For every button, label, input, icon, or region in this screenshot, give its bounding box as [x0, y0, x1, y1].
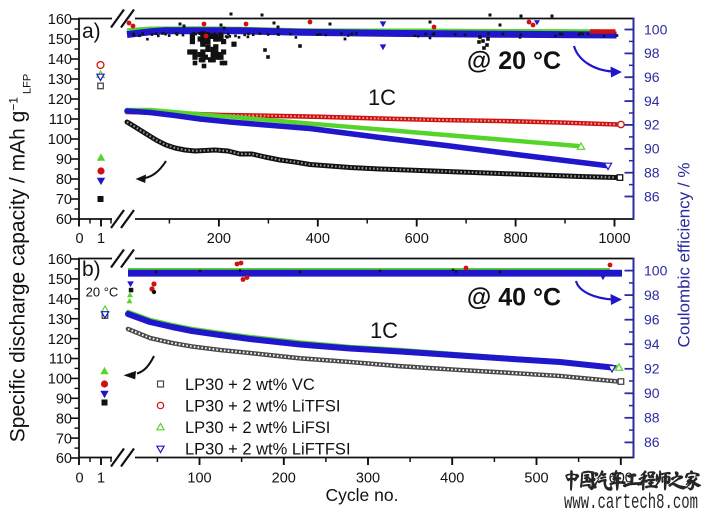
- svg-text:0: 0: [75, 231, 83, 247]
- svg-text:b): b): [82, 258, 101, 281]
- svg-text:0: 0: [75, 471, 83, 487]
- svg-text:88: 88: [644, 164, 660, 180]
- svg-text:92: 92: [644, 117, 660, 133]
- svg-text:200: 200: [207, 231, 231, 247]
- svg-text:150: 150: [48, 272, 72, 288]
- svg-text:70: 70: [56, 431, 72, 447]
- svg-text:a): a): [82, 20, 101, 43]
- svg-text:400: 400: [306, 231, 330, 247]
- svg-text:100: 100: [644, 21, 668, 37]
- svg-text:120: 120: [48, 332, 72, 348]
- svg-text:130: 130: [48, 72, 72, 88]
- svg-text:20 °C: 20 °C: [86, 285, 119, 300]
- svg-text:600: 600: [405, 231, 429, 247]
- svg-text:1: 1: [97, 231, 105, 247]
- svg-text:60: 60: [56, 212, 72, 228]
- svg-text:100: 100: [187, 471, 211, 487]
- svg-text:www.cartech8.com: www.cartech8.com: [564, 492, 698, 515]
- svg-text:140: 140: [48, 292, 72, 308]
- svg-text:200: 200: [272, 471, 296, 487]
- svg-text:1: 1: [97, 471, 105, 487]
- svg-text:160: 160: [48, 252, 72, 268]
- svg-text:160: 160: [48, 12, 72, 28]
- svg-text:800: 800: [503, 231, 527, 247]
- svg-text:96: 96: [644, 69, 660, 85]
- svg-text:500: 500: [524, 471, 548, 487]
- svg-text:86: 86: [644, 188, 660, 204]
- svg-text:100: 100: [48, 372, 72, 388]
- svg-text:1000: 1000: [598, 231, 630, 247]
- svg-text:100: 100: [644, 262, 668, 278]
- svg-text:92: 92: [644, 361, 660, 377]
- svg-text:98: 98: [644, 45, 660, 61]
- svg-text:LP30 + 2 wt% LiTFSI: LP30 + 2 wt% LiTFSI: [185, 398, 340, 416]
- svg-text:80: 80: [56, 172, 72, 188]
- svg-text:110: 110: [49, 352, 72, 368]
- svg-text:110: 110: [49, 112, 72, 128]
- svg-text:94: 94: [644, 93, 660, 109]
- svg-text:400: 400: [440, 471, 464, 487]
- svg-text:150: 150: [48, 32, 72, 48]
- svg-text:@ 20 °C: @ 20 °C: [467, 47, 561, 75]
- svg-text:Coulombic efficiency / %: Coulombic efficiency / %: [675, 163, 694, 348]
- svg-text:60: 60: [56, 451, 72, 467]
- svg-text:Specific discharge capacity /: Specific discharge capacity / mAh g−1 LF…: [7, 74, 34, 442]
- svg-text:100: 100: [48, 132, 72, 148]
- svg-text:88: 88: [644, 410, 660, 426]
- svg-text:LP30 + 2 wt% VC: LP30 + 2 wt% VC: [185, 376, 315, 394]
- svg-text:1C: 1C: [368, 85, 396, 110]
- svg-text:94: 94: [644, 336, 660, 352]
- svg-text:90: 90: [644, 385, 660, 401]
- svg-text:80: 80: [56, 411, 72, 427]
- svg-text:90: 90: [56, 392, 72, 408]
- svg-text:90: 90: [644, 141, 660, 157]
- svg-text:140: 140: [48, 52, 72, 68]
- svg-text:98: 98: [644, 287, 660, 303]
- svg-text:LP30 + 2 wt% LiFSI: LP30 + 2 wt% LiFSI: [185, 419, 330, 437]
- svg-text:90: 90: [56, 152, 72, 168]
- svg-text:130: 130: [48, 312, 72, 328]
- svg-text:70: 70: [56, 192, 72, 208]
- svg-text:LP30 + 2 wt% LiFTFSI: LP30 + 2 wt% LiFTFSI: [185, 441, 351, 459]
- svg-text:96: 96: [644, 311, 660, 327]
- svg-text:1C: 1C: [370, 318, 398, 343]
- svg-text:300: 300: [356, 471, 380, 487]
- svg-text:Cycle no.: Cycle no.: [326, 485, 399, 505]
- svg-text:120: 120: [48, 92, 72, 108]
- svg-text:@ 40 °C: @ 40 °C: [467, 284, 561, 312]
- svg-text:86: 86: [644, 434, 660, 450]
